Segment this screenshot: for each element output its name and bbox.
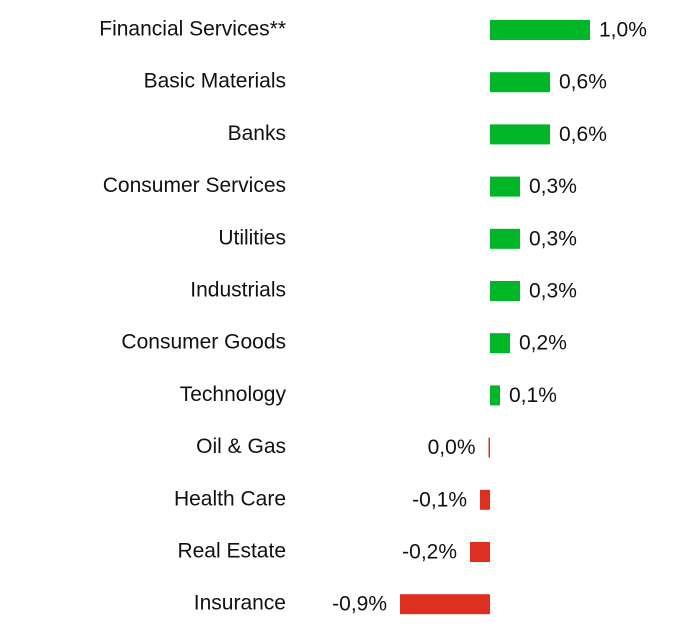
bar-consumer-services: [490, 176, 520, 197]
bar-real-estate: [470, 542, 490, 562]
category-label-real-estate: Real Estate: [177, 540, 286, 563]
bar-technology: [490, 385, 500, 406]
bar-financial-services: [490, 20, 590, 40]
bar-insurance: [400, 594, 490, 615]
bar-consumer-goods: [490, 333, 510, 354]
category-label-technology: Technology: [180, 383, 287, 406]
value-label-oil-gas: 0,0%: [428, 436, 476, 459]
category-label-industrials: Industrials: [190, 279, 286, 302]
category-label-insurance: Insurance: [194, 592, 286, 615]
category-labels: Financial Services** Basic Materials Banks…: [99, 18, 286, 615]
value-label-utilities: 0,3%: [529, 227, 577, 250]
value-label-insurance: -0,9%: [332, 593, 387, 616]
value-labels: 1,0% 0,6% 0,6% 0,3% 0,3% 0,3% 0,2% 0,1% 0,0% -0,1…: [332, 19, 647, 616]
value-label-financial-services: 1,0%: [599, 19, 647, 42]
category-label-consumer-services: Consumer Services: [103, 174, 286, 197]
value-label-banks: 0,6%: [559, 123, 607, 146]
value-label-health-care: -0,1%: [412, 488, 467, 511]
value-label-consumer-goods: 0,2%: [519, 332, 567, 355]
bars: [400, 20, 590, 615]
value-label-industrials: 0,3%: [529, 280, 577, 303]
category-label-utilities: Utilities: [218, 226, 286, 249]
bar-oil-gas: [488, 437, 490, 458]
bar-banks: [490, 124, 550, 145]
value-label-consumer-services: 0,3%: [529, 175, 577, 198]
value-label-real-estate: -0,2%: [402, 541, 457, 564]
category-label-oil-gas: Oil & Gas: [196, 435, 286, 458]
category-label-consumer-goods: Consumer Goods: [121, 331, 286, 354]
bar-health-care: [480, 489, 490, 510]
category-label-basic-materials: Basic Materials: [144, 70, 286, 93]
bar-industrials: [490, 281, 520, 301]
category-label-health-care: Health Care: [174, 487, 286, 510]
bar-basic-materials: [490, 72, 550, 93]
value-label-technology: 0,1%: [509, 384, 557, 407]
category-label-banks: Banks: [228, 122, 286, 145]
category-label-financial-services: Financial Services**: [99, 18, 286, 41]
value-label-basic-materials: 0,6%: [559, 71, 607, 94]
bar-utilities: [490, 228, 520, 249]
